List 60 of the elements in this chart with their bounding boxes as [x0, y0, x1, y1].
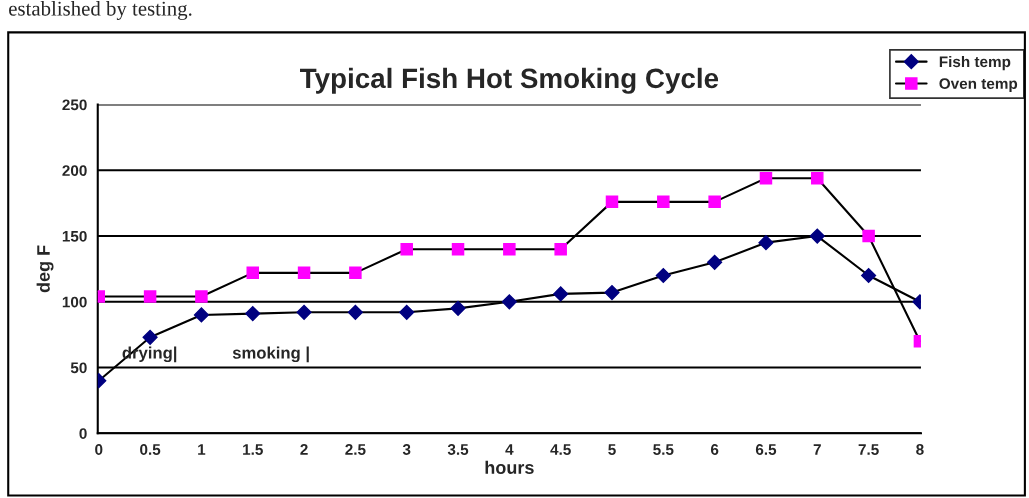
- point: [759, 171, 773, 185]
- point: [450, 300, 466, 316]
- point: [193, 307, 209, 323]
- annotation: smoking |: [232, 346, 309, 363]
- y-axis-title: deg F: [36, 245, 54, 293]
- x-tick-label: 2.5: [345, 444, 366, 455]
- y-tick-label: 150: [62, 230, 87, 242]
- point: [501, 294, 517, 310]
- chart-title: Typical Fish Hot Smoking Cycle: [300, 67, 719, 94]
- point: [707, 254, 723, 270]
- point: [553, 286, 569, 302]
- x-tick-label: 5: [608, 444, 616, 455]
- x-tick-label: 3.5: [447, 444, 469, 455]
- point: [297, 266, 311, 280]
- x-tick-label: 4.5: [550, 444, 571, 455]
- point: [604, 285, 620, 301]
- point: [349, 266, 362, 280]
- y-tick-label: 200: [62, 165, 87, 176]
- y-tick-label: 0: [79, 428, 87, 439]
- x-tick-label: 7: [813, 444, 821, 455]
- x-tick-label: 8: [916, 444, 924, 455]
- x-tick-label: 4: [505, 444, 514, 455]
- point: [143, 290, 157, 303]
- x-tick-label: 7.5: [858, 444, 879, 455]
- point: [503, 242, 516, 256]
- point: [811, 171, 824, 185]
- point: [809, 228, 825, 244]
- point: [399, 304, 415, 320]
- point: [400, 242, 413, 256]
- point: [347, 304, 363, 320]
- legend-label: Fish temp: [939, 55, 1011, 71]
- point: [862, 229, 875, 243]
- x-tick-label: 0: [95, 444, 103, 455]
- point: [655, 267, 671, 284]
- point: [554, 242, 567, 256]
- legend-label: Oven temp: [939, 78, 1018, 93]
- point: [605, 195, 619, 209]
- point: [758, 235, 774, 251]
- x-tick-label: 1.5: [243, 444, 263, 455]
- y-tick-label: 100: [62, 296, 87, 308]
- point: [195, 290, 208, 303]
- x-tick-label: 5.5: [653, 444, 674, 455]
- point: [296, 304, 312, 320]
- point: [451, 242, 465, 256]
- text: established by testing.: [9, 1, 192, 20]
- x-tick-label: 6: [710, 444, 719, 455]
- x-tick-label: 2: [300, 444, 308, 455]
- point: [246, 266, 259, 280]
- y-tick-label: 50: [70, 362, 87, 374]
- x-tick-label: 0.5: [140, 444, 161, 455]
- x-tick-label: 3: [402, 444, 411, 455]
- point: [657, 195, 670, 209]
- x-tick-label: 6.5: [755, 444, 777, 455]
- point: [861, 267, 877, 284]
- y-tick-label: 250: [62, 99, 87, 111]
- point: [245, 306, 261, 322]
- point: [142, 329, 158, 345]
- point: [708, 195, 721, 209]
- x-axis-title: hours: [485, 460, 534, 474]
- x-tick-label: 1: [198, 444, 206, 455]
